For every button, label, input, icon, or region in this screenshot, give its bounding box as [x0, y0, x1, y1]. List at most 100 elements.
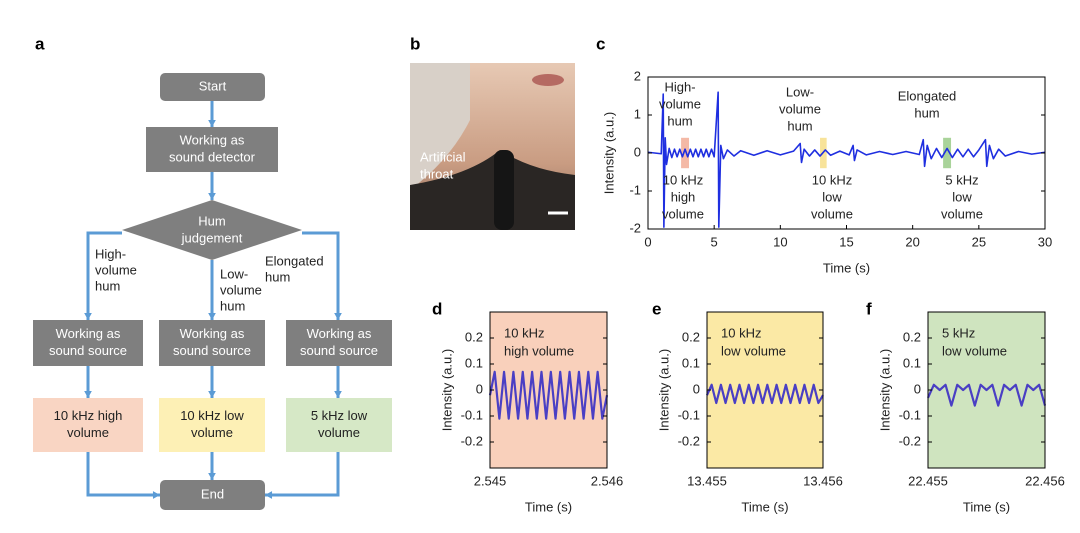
- y-tick-label: 0.1: [903, 355, 921, 370]
- flow-node: [159, 320, 265, 366]
- x-tick-label: 13.456: [803, 473, 843, 488]
- node-label: sound detector: [169, 149, 256, 164]
- arrow-head: [265, 491, 273, 499]
- signal-line: [647, 91, 1046, 228]
- y-tick-label: 0: [634, 144, 641, 159]
- flow-node: [146, 127, 278, 172]
- flow-edge: [265, 452, 340, 497]
- annotation: 5 kHz: [942, 325, 975, 340]
- annotation: 10 kHz: [812, 172, 852, 187]
- panel-label: b: [410, 34, 420, 53]
- device: [494, 150, 514, 230]
- flow-edge: [86, 452, 160, 497]
- annotation: volume: [811, 206, 853, 221]
- flow-node: [33, 320, 143, 366]
- node-label: 10 kHz low: [180, 408, 244, 423]
- x-tick-label: 22.455: [908, 473, 948, 488]
- node-label: Start: [199, 78, 227, 93]
- flow-node: [286, 398, 392, 452]
- y-axis-label: Intensity (a.u.): [656, 349, 671, 431]
- arrow-head: [152, 491, 160, 499]
- y-tick-label: 0.2: [903, 329, 921, 344]
- x-tick-label: 10: [773, 234, 787, 249]
- flow-edge: [86, 231, 122, 320]
- node-label: sound source: [300, 343, 378, 358]
- annotation: hum: [914, 105, 939, 120]
- annotation: 10 kHz: [721, 325, 761, 340]
- y-axis-label: Intensity (a.u.): [877, 349, 892, 431]
- lips: [532, 74, 564, 86]
- signal-line: [705, 383, 824, 405]
- edge-label: volume: [220, 282, 262, 297]
- x-tick-label: 13.455: [687, 473, 727, 488]
- node-label: Working as: [180, 132, 245, 147]
- x-axis-label: Time (s): [963, 499, 1010, 514]
- node-label: Working as: [307, 326, 372, 341]
- edge-label: Elongated: [265, 253, 324, 268]
- panel-label: e: [652, 299, 661, 318]
- annotation: Low-: [786, 84, 814, 99]
- y-tick-label: 0: [476, 381, 483, 396]
- flow-decision: [122, 200, 302, 260]
- annotation: volume: [779, 101, 821, 116]
- annotation: Elongated: [898, 88, 957, 103]
- edge-label: High-: [95, 246, 126, 261]
- edge-label: hum: [220, 298, 245, 313]
- node-label: volume: [191, 425, 233, 440]
- annotation: 10 kHz: [504, 325, 544, 340]
- flow-node: [160, 480, 265, 510]
- y-tick-label: -0.1: [461, 407, 483, 422]
- flow-node: [33, 398, 143, 452]
- signal-line: [488, 370, 609, 420]
- y-tick-label: 0: [914, 381, 921, 396]
- x-tick-label: 30: [1038, 234, 1052, 249]
- x-tick-label: 25: [972, 234, 986, 249]
- y-axis-label: Intensity (a.u.): [601, 112, 616, 194]
- arrow-head: [208, 119, 216, 127]
- flow-node: [159, 398, 265, 452]
- node-label: 10 kHz high: [54, 408, 123, 423]
- edge-label: volume: [95, 262, 137, 277]
- panel-label: f: [866, 299, 872, 318]
- arrow-head: [334, 312, 342, 320]
- x-tick-label: 22.456: [1025, 473, 1065, 488]
- y-tick-label: -0.2: [899, 433, 921, 448]
- annotation: high volume: [504, 343, 574, 358]
- x-tick-label: 5: [711, 234, 718, 249]
- annotation: low volume: [721, 343, 786, 358]
- node-label: Working as: [56, 326, 121, 341]
- annotation: low volume: [942, 343, 1007, 358]
- node-label: volume: [67, 425, 109, 440]
- signal-line: [926, 383, 1047, 407]
- highlight: [943, 137, 952, 169]
- edge-label: hum: [95, 278, 120, 293]
- x-tick-label: 2.545: [474, 473, 507, 488]
- panel-label: d: [432, 299, 442, 318]
- node-label: sound source: [49, 343, 127, 358]
- y-tick-label: -0.1: [678, 407, 700, 422]
- y-tick-label: 0.1: [465, 355, 483, 370]
- annotation: volume: [941, 206, 983, 221]
- x-tick-label: 15: [839, 234, 853, 249]
- node-label: judgement: [181, 230, 243, 245]
- highlight: [681, 137, 690, 169]
- x-axis-label: Time (s): [741, 499, 788, 514]
- node-label: volume: [318, 425, 360, 440]
- annotation: low: [822, 189, 842, 204]
- edge-label: hum: [265, 269, 290, 284]
- flow-edge: [302, 231, 340, 320]
- flow-node: [160, 73, 265, 101]
- y-tick-label: 0.1: [682, 355, 700, 370]
- arrow-head: [334, 390, 342, 398]
- photo-label: throat: [420, 166, 454, 181]
- x-tick-label: 20: [905, 234, 919, 249]
- x-tick-label: 0: [644, 234, 651, 249]
- annotation: volume: [662, 206, 704, 221]
- annotation: High-: [664, 79, 695, 94]
- annotation: 10 kHz: [663, 172, 703, 187]
- arrow-head: [208, 192, 216, 200]
- node-label: Working as: [180, 326, 245, 341]
- y-tick-label: 0.2: [682, 329, 700, 344]
- annotation: high: [671, 189, 696, 204]
